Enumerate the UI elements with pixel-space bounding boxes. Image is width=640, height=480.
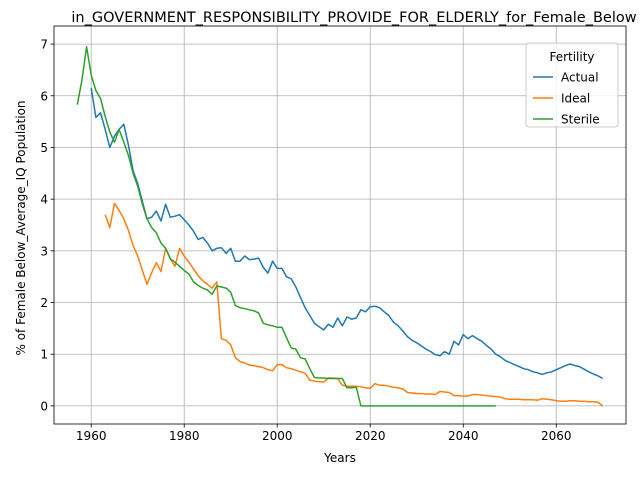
x-axis-label: Years [323, 451, 356, 465]
series-layer [76, 45, 604, 407]
legend-label-actual: Actual [561, 71, 599, 85]
chart-title: in_GOVERNMENT_RESPONSIBILITY_PROVIDE_FOR… [71, 10, 636, 26]
y-tick-label: 4 [40, 193, 48, 207]
x-tick-label: 2060 [541, 429, 572, 443]
series-line-ideal [104, 202, 604, 407]
x-tick-label: 1960 [76, 429, 107, 443]
y-tick-label: 6 [40, 89, 48, 103]
y-tick-label: 7 [40, 38, 48, 52]
y-tick-label: 3 [40, 244, 48, 258]
series-line-actual [90, 87, 604, 380]
series-line-sterile [76, 45, 496, 407]
x-tick-label: 2040 [448, 429, 479, 443]
legend-label-sterile: Sterile [561, 113, 600, 127]
x-tick-label: 2020 [355, 429, 386, 443]
legend-box [525, 42, 619, 128]
legend-label-ideal: Ideal [561, 92, 590, 106]
y-tick-label: 0 [40, 399, 48, 413]
y-tick-label: 2 [40, 296, 48, 310]
legend: Fertility Actual Ideal Sterile [525, 42, 619, 128]
x-axis: 1960 1980 2000 2020 2040 2060 [76, 424, 572, 443]
y-axis-label: % of Female Below_Average_IQ Population [14, 100, 28, 355]
y-tick-label: 5 [40, 141, 48, 155]
x-tick-label: 1980 [169, 429, 200, 443]
x-tick-label: 2000 [262, 429, 293, 443]
y-axis: 0 1 2 3 4 5 6 7 [40, 38, 54, 413]
plot-frame [53, 25, 627, 425]
legend-title: Fertility [549, 50, 594, 64]
y-tick-label: 1 [40, 348, 48, 362]
